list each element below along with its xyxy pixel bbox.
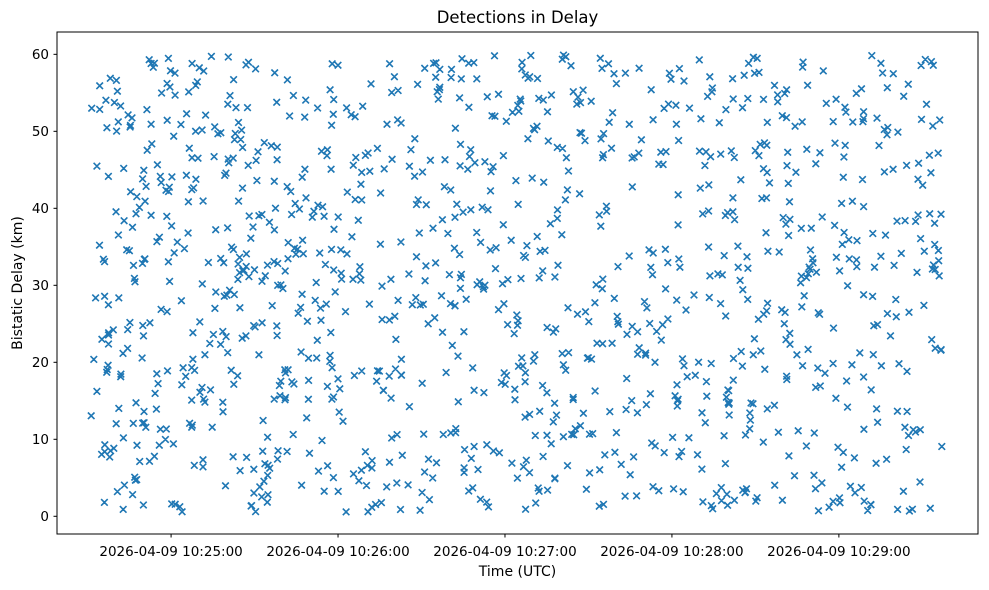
y-tick-label: 30 xyxy=(32,278,49,294)
y-tick-label: 10 xyxy=(32,432,49,448)
y-tick-label: 20 xyxy=(32,355,49,371)
x-tick-label: 2026-04-09 10:25:00 xyxy=(99,544,242,560)
x-tick-label: 2026-04-09 10:26:00 xyxy=(266,544,409,560)
chart-title: Detections in Delay xyxy=(437,8,599,27)
y-tick-label: 60 xyxy=(32,47,49,63)
x-axis-label: Time (UTC) xyxy=(478,564,556,580)
y-tick-label: 0 xyxy=(40,509,49,525)
y-tick-label: 40 xyxy=(32,201,49,217)
x-tick-label: 2026-04-09 10:27:00 xyxy=(433,544,576,560)
scatter-points xyxy=(87,51,946,516)
y-axis-ticks: 0 10 20 30 40 50 60 xyxy=(32,47,57,525)
y-axis-label: Bistatic Delay (km) xyxy=(10,216,26,350)
plot-area xyxy=(87,51,946,516)
x-tick-label: 2026-04-09 10:28:00 xyxy=(600,544,743,560)
plot-frame xyxy=(56,31,979,535)
x-axis-ticks: 2026-04-09 10:25:00 2026-04-09 10:26:00 20… xyxy=(99,534,911,560)
y-tick-label: 50 xyxy=(32,124,49,140)
x-tick-label: 2026-04-09 10:29:00 xyxy=(767,544,910,560)
